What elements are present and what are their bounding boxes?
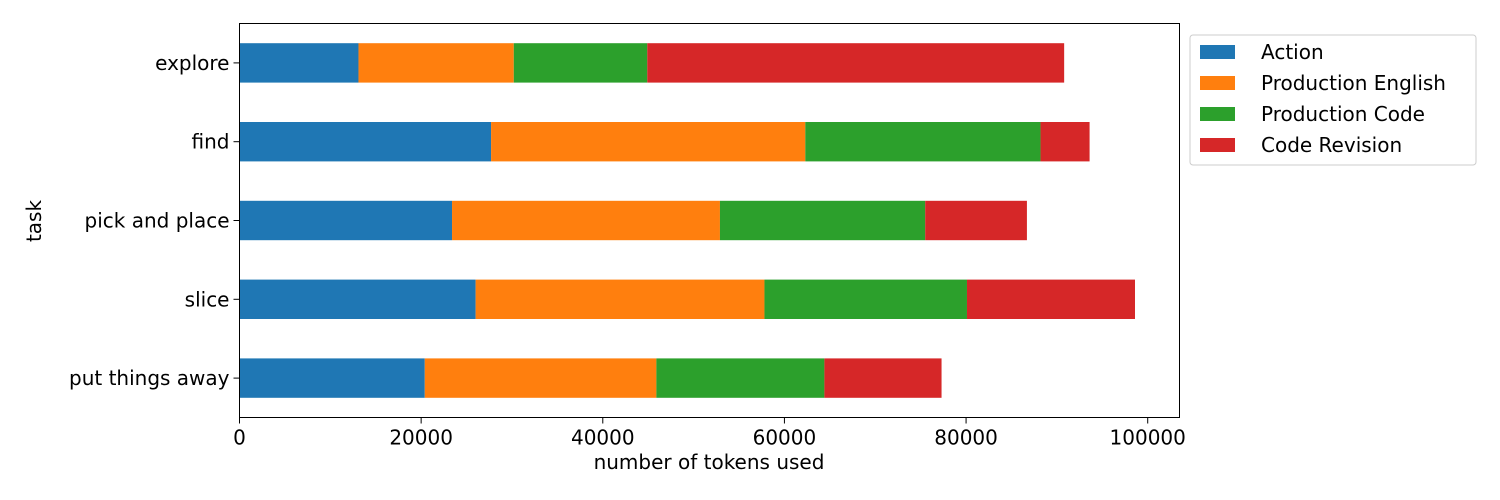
bar-find-code-revision [1040,122,1090,162]
legend-label: Production English [1261,71,1446,95]
x-tick-label: 40000 [571,426,635,450]
legend-label: Action [1261,40,1324,64]
legend: Action Production English Production Code C… [1189,34,1477,166]
x-tick-label: 20000 [389,426,453,450]
legend-label: Code Revision [1261,133,1402,157]
bar-find-production-code [805,122,1041,162]
legend-swatch [1200,76,1235,90]
bar-explore-production-code [513,43,648,83]
bar-find-action [239,122,492,162]
y-tick-label: find [192,130,230,154]
bar-pick-and-place-production-code [719,200,926,241]
legend-swatch [1200,107,1235,121]
x-tick-label: 0 [233,426,246,450]
bar-explore-action [239,43,359,83]
x-tick-label: 80000 [934,426,998,450]
bar-slice-production-code [764,279,967,319]
legend-box [1189,34,1477,166]
bar-put-things-away-production-code [656,358,825,398]
bar-put-things-away-production-english [424,358,657,398]
x-tick-label: 60000 [753,426,817,450]
y-tick-label: pick and place [85,209,230,233]
bar-explore-production-english [358,43,514,83]
y-tick-label: put things away [69,366,230,390]
y-tick-label: slice [185,287,230,311]
bar-explore-code-revision [647,43,1065,83]
legend-swatch [1200,45,1235,59]
bar-put-things-away-action [239,358,425,398]
bar-pick-and-place-production-english [452,200,720,241]
bar-put-things-away-code-revision [824,358,942,398]
bar-find-production-english [491,122,806,162]
x-axis: 0 20000 40000 60000 80000 100000 [233,417,1186,450]
legend-swatch [1200,138,1235,152]
x-axis-label: number of tokens used [594,450,825,474]
legend-label: Production Code [1261,102,1425,126]
y-axis: explore find pick and place slice put things… [69,51,240,390]
x-tick-label: 100000 [1110,426,1186,450]
y-tick-label: explore [155,51,229,75]
y-axis-label: task [22,200,46,243]
bar-slice-code-revision [966,279,1135,319]
bar-pick-and-place-action [239,200,453,241]
bar-pick-and-place-code-revision [925,200,1027,241]
bars-group [239,43,1135,398]
bar-slice-action [239,279,476,319]
bar-slice-production-english [475,279,765,319]
